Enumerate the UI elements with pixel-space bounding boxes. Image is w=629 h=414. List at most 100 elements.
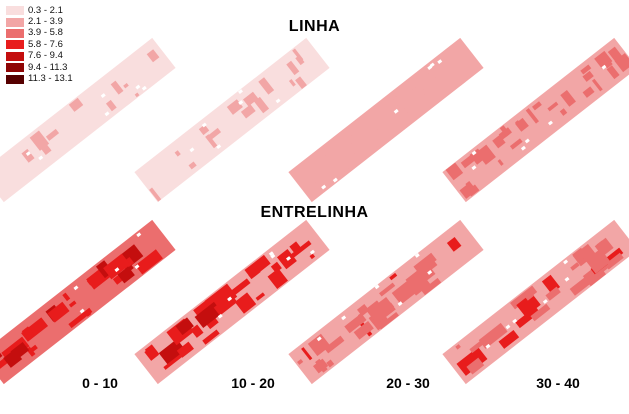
- map-patch: [591, 78, 603, 92]
- map-patch: [344, 313, 367, 334]
- map-patch: [110, 80, 124, 95]
- map-patch: [240, 104, 256, 119]
- map-patch: [497, 159, 504, 166]
- map-gap: [217, 313, 223, 319]
- map-patch: [389, 272, 398, 281]
- map-patch: [367, 296, 396, 325]
- map-patch: [291, 240, 312, 258]
- field-map-linha-1: [134, 37, 330, 203]
- map-gap: [542, 299, 548, 304]
- legend-label: 11.3 - 13.1: [28, 73, 73, 85]
- map-patch: [395, 105, 410, 121]
- map-patch: [466, 184, 480, 197]
- map-patch: [314, 175, 326, 187]
- map-gap: [316, 336, 322, 342]
- map-patch: [392, 95, 404, 108]
- section-title-entrelinha: ENTRELINHA: [260, 204, 369, 221]
- map-patch: [454, 75, 466, 87]
- map-patch: [604, 60, 613, 69]
- map-gap: [114, 267, 120, 273]
- map-patch: [21, 326, 35, 340]
- legend-item: 5.8 - 7.6: [6, 39, 73, 50]
- map-gap: [563, 259, 569, 265]
- map-patch: [26, 346, 36, 357]
- map-gap: [520, 145, 526, 151]
- map-gap: [238, 100, 244, 105]
- map-patch: [525, 108, 539, 124]
- map-patch: [146, 49, 160, 63]
- map-patch: [580, 64, 592, 75]
- field-map-entrelinha-1: [134, 219, 330, 385]
- map-gap: [374, 284, 380, 290]
- map-patch: [377, 113, 390, 127]
- map-patch: [337, 168, 346, 178]
- map-patch: [309, 253, 316, 260]
- legend-label: 0.3 - 2.1: [28, 4, 63, 16]
- map-gap: [397, 301, 403, 307]
- map-patch: [255, 292, 266, 301]
- map-patch: [244, 254, 271, 279]
- map-patch: [286, 60, 300, 76]
- map-gap: [227, 296, 233, 302]
- legend-swatch: [6, 74, 24, 84]
- field-map-linha-0: [0, 37, 176, 203]
- map-patch: [582, 86, 595, 98]
- depth-label: 20 - 30: [386, 375, 430, 391]
- map-gap: [601, 64, 607, 70]
- map-patch: [476, 144, 496, 165]
- map-patch: [158, 338, 187, 366]
- map-patch: [530, 303, 551, 322]
- map-patch: [411, 84, 427, 100]
- field-map-entrelinha-3: [442, 219, 629, 385]
- legend-item: 0.3 - 2.1: [6, 5, 73, 16]
- map-gap: [485, 343, 491, 349]
- map-gap: [309, 249, 315, 255]
- map-patch: [254, 96, 270, 114]
- map-gap: [275, 98, 281, 104]
- legend: 0.3 - 2.1 2.1 - 3.9 3.9 - 5.8 5.8 - 7.6 …: [6, 5, 73, 85]
- map-patch: [545, 286, 561, 301]
- map-gap: [73, 285, 79, 291]
- map-patch: [188, 161, 197, 170]
- map-patch: [515, 306, 541, 329]
- map-patch: [295, 76, 307, 90]
- map-gap: [471, 150, 477, 156]
- map-patch: [174, 150, 181, 157]
- field-strip: [134, 37, 330, 203]
- map-patch: [406, 272, 431, 296]
- map-gap: [135, 84, 141, 90]
- map-patch: [351, 151, 360, 160]
- map-patch: [37, 140, 52, 155]
- map-patch: [455, 344, 461, 350]
- map-patch: [315, 358, 328, 373]
- map-gap: [268, 251, 274, 257]
- map-patch: [144, 346, 159, 361]
- depth-label: 0 - 10: [82, 375, 118, 391]
- map-gap: [414, 253, 420, 258]
- legend-item: 2.1 - 3.9: [6, 16, 73, 27]
- map-patch: [248, 268, 261, 280]
- map-patch: [581, 270, 603, 289]
- legend-label: 7.6 - 9.4: [28, 50, 63, 62]
- legend-label: 9.4 - 11.3: [28, 61, 68, 73]
- map-gap: [201, 122, 207, 128]
- map-patch: [190, 324, 204, 338]
- map-patch: [242, 91, 259, 107]
- map-patch: [460, 155, 475, 169]
- map-patch: [523, 289, 535, 301]
- map-patch: [325, 150, 335, 160]
- map-gap: [471, 165, 477, 171]
- legend-swatch: [6, 40, 24, 50]
- map-patch: [446, 236, 462, 252]
- map-patch: [419, 259, 438, 276]
- map-patch: [440, 54, 458, 73]
- legend-item: 9.4 - 11.3: [6, 62, 73, 73]
- map-gap: [189, 147, 195, 153]
- map-patch: [123, 82, 129, 89]
- field-map-entrelinha-2: [288, 219, 484, 385]
- depth-label: 10 - 20: [231, 375, 275, 391]
- legend-item: 3.9 - 5.8: [6, 28, 73, 39]
- map-patch: [456, 346, 488, 376]
- map-patch: [205, 134, 218, 149]
- map-patch: [288, 78, 296, 87]
